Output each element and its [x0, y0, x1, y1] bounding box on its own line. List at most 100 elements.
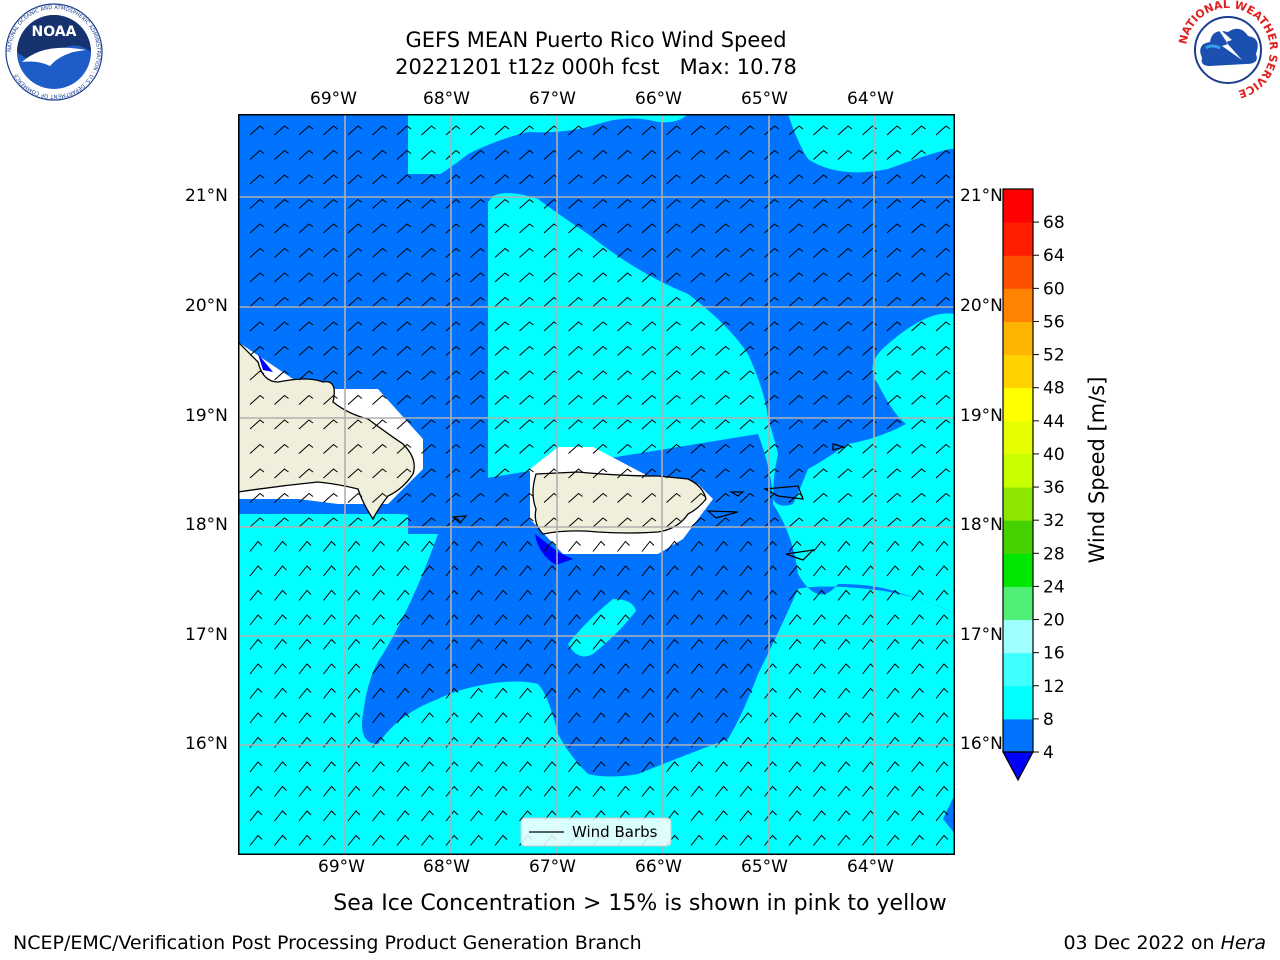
wind-barb: [372, 321, 387, 332]
wind-barb: [323, 149, 338, 160]
wind-barb: [764, 785, 777, 797]
wind-barb: [568, 638, 581, 650]
wind-barb: [911, 614, 924, 626]
wind-barb: [396, 589, 410, 601]
wind-barb: [372, 785, 385, 797]
wind-barb: [690, 272, 706, 283]
wind-barb: [592, 468, 608, 479]
wind-barb: [935, 687, 949, 699]
wind-barb: [592, 174, 608, 185]
wind-barb: [862, 834, 875, 846]
wind-barb: [421, 785, 434, 797]
wind-barb: [445, 394, 461, 405]
wind-barb: [445, 540, 459, 552]
lon-label: 69°W: [318, 857, 365, 877]
wind-barb: [911, 394, 926, 405]
wind-barb: [617, 663, 630, 675]
wind-barb: [274, 149, 289, 160]
wind-barb: [715, 589, 728, 601]
wind-barb: [886, 149, 902, 160]
wind-barb: [641, 761, 655, 773]
wind-barb: [249, 419, 265, 430]
wind-barb: [298, 198, 314, 209]
wind-barb: [617, 736, 630, 748]
wind-barb: [519, 345, 534, 356]
wind-barb: [739, 149, 755, 160]
wind-barb: [519, 174, 534, 185]
footer-date-text: 03 Dec 2022 on: [1063, 932, 1221, 954]
wind-barb: [519, 468, 534, 479]
wind-barb: [298, 443, 314, 454]
lat-label: 20°N: [185, 296, 228, 316]
wind-barb: [298, 834, 312, 846]
wind-barb: [470, 370, 485, 381]
wind-barb: [813, 174, 828, 185]
wind-barb: [764, 174, 779, 185]
wind-barb: [813, 810, 826, 822]
wind-barb: [372, 834, 385, 846]
wind-barb: [862, 149, 877, 160]
wind-barb: [641, 540, 655, 552]
wind-barb: [592, 394, 608, 405]
map-subtitle: 20221201 t12z 000h fcst Max: 10.78: [395, 55, 797, 79]
wind-barb: [494, 492, 510, 503]
wind-barb: [764, 321, 779, 332]
wind-barb: [323, 663, 336, 675]
wind-barb: [715, 125, 730, 136]
wind-barb: [764, 492, 779, 503]
wind-barb: [739, 345, 755, 356]
wind-barb: [617, 540, 630, 552]
wind-barb: [837, 785, 851, 797]
wind-barb: [911, 223, 926, 234]
wind-barb: [568, 272, 583, 283]
wind-barb: [911, 736, 924, 748]
wind-barb: [249, 810, 263, 822]
wind-barb: [641, 517, 657, 528]
wind-barb: [274, 125, 289, 136]
wind-barb: [862, 638, 875, 650]
wind-barb: [715, 540, 728, 552]
colorbar-segment: [1003, 718, 1033, 753]
wind-barb: [494, 638, 508, 650]
wind-barb: [249, 687, 263, 699]
wind-barb: [421, 296, 436, 307]
wind-barb: [421, 614, 434, 626]
map-legend: Wind Barbs: [520, 817, 672, 847]
lon-label: 67°W: [529, 857, 576, 877]
wind-barb: [494, 517, 510, 528]
wind-barb: [543, 663, 557, 675]
wind-barb: [323, 712, 336, 724]
wind-barb: [911, 785, 924, 797]
wind-barb: [347, 785, 361, 797]
wind-barb: [690, 761, 704, 773]
wind-barb: [886, 174, 902, 185]
wind-barb: [764, 370, 779, 381]
wind-barb: [396, 785, 410, 797]
wind-barb: [274, 712, 287, 724]
wind-barb: [690, 247, 706, 258]
wind-barb: [298, 712, 312, 724]
wind-barb: [739, 810, 753, 822]
lon-label: 64°W: [847, 89, 894, 109]
wind-barb: [323, 834, 336, 846]
wind-barb: [813, 565, 826, 577]
wind-barb: [372, 492, 387, 503]
wind-barb: [739, 394, 755, 405]
wind-barb: [396, 736, 410, 748]
wind-barb: [396, 394, 412, 405]
wind-barb: [813, 370, 828, 381]
wind-barb: [372, 687, 385, 699]
wind-barb: [298, 419, 314, 430]
wind-barb: [421, 174, 436, 185]
wind-barb: [445, 345, 461, 356]
wind-barb: [617, 492, 632, 503]
wind-barb: [543, 761, 557, 773]
wind-barb: [739, 174, 755, 185]
wind-barb: [298, 272, 314, 283]
wind-barb: [592, 198, 608, 209]
wind-barb: [470, 687, 483, 699]
wind-barb: [494, 247, 510, 258]
wind-barb: [519, 614, 532, 626]
wind-barb: [739, 370, 755, 381]
wind-barb: [396, 638, 410, 650]
